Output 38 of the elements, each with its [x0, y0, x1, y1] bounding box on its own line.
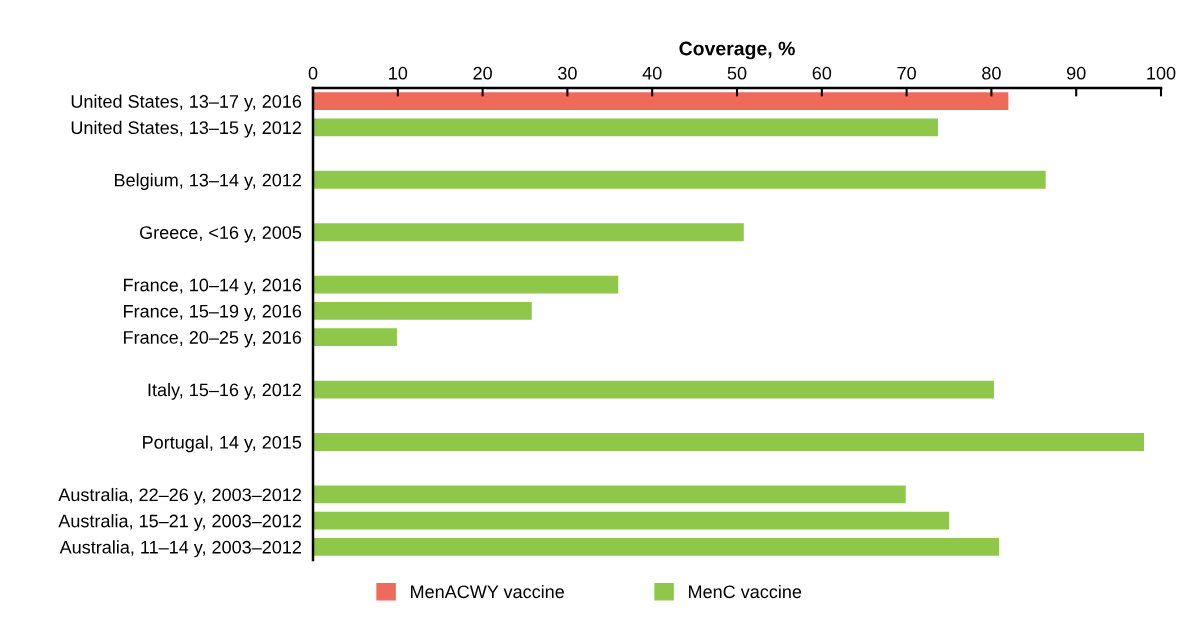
bar: [313, 433, 1145, 451]
bar: [313, 380, 994, 399]
y-tick-label: Australia, 15–21 y, 2003–2012: [58, 514, 301, 531]
y-tick-label: Portugal, 14 y, 2015: [143, 435, 302, 453]
x-tick-label: 20: [473, 66, 492, 80]
x-tick-label: 80: [982, 66, 1001, 80]
legend-label: MenC vaccine: [689, 584, 802, 599]
x-tick-label: 30: [558, 66, 577, 80]
y-tick-label: France, 20–25 y, 2016: [124, 331, 302, 348]
y-tick-label: Italy, 15–16 y, 2012: [148, 383, 301, 400]
bar: [313, 485, 906, 504]
bar: [313, 118, 938, 137]
y-tick-label: France, 10–14 y, 2016: [124, 278, 302, 295]
bar: [313, 223, 744, 242]
bar: [313, 275, 619, 294]
x-tick-label: 50: [727, 66, 747, 80]
x-tick-label: 10: [389, 66, 408, 80]
y-tick-label: Belgium, 13–14 y, 2012: [115, 173, 301, 191]
x-axis-title: Coverage, %: [679, 41, 795, 60]
x-tick-label: 70: [897, 66, 916, 80]
y-tick-label: United States, 13–17 y, 2016: [71, 94, 302, 112]
y-tick-label: Australia, 11–14 y, 2003–2012: [59, 540, 301, 558]
x-tick-label: 90: [1067, 66, 1086, 80]
y-tick-label: France, 15–19 y, 2016: [124, 304, 302, 322]
bar: [313, 511, 949, 530]
y-tick-label: Greece, <16 y, 2005: [140, 226, 302, 243]
bar: [313, 328, 397, 347]
y-tick-label: United States, 13–15 y, 2012: [71, 120, 301, 138]
x-tick-label: 60: [812, 66, 832, 80]
y-tick-label: Australia, 22–26 y, 2003–2012: [58, 487, 301, 505]
x-tick-label: 0: [308, 66, 318, 80]
bar: [313, 301, 532, 320]
bar: [313, 537, 1000, 556]
x-tick-label: 100: [1147, 66, 1176, 80]
x-tick-label: 40: [642, 66, 662, 80]
legend-label: MenACWY vaccine: [411, 584, 564, 599]
bar: [313, 170, 1046, 189]
bar: [313, 92, 1009, 111]
